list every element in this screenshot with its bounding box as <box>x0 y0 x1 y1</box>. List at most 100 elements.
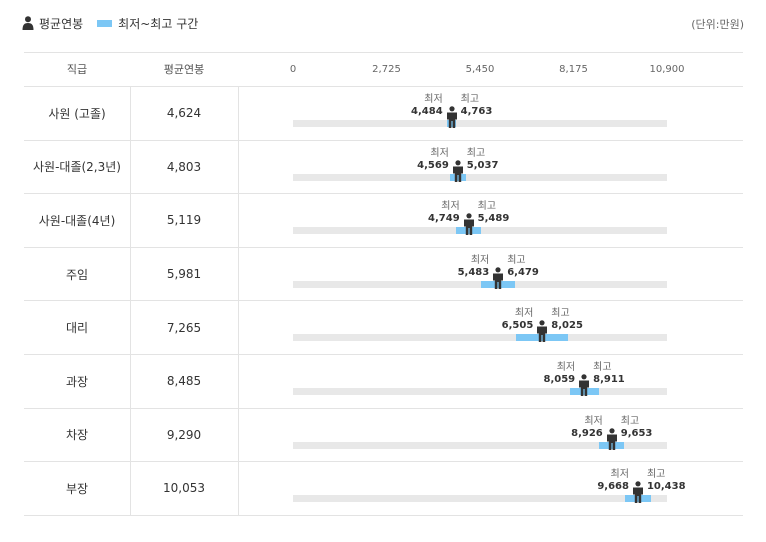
max-label: 최고 4,763 <box>461 94 493 118</box>
min-value: 8,926 <box>571 427 603 439</box>
min-label: 최저 4,569 <box>417 148 449 172</box>
x-tick-label: 10,900 <box>649 64 685 75</box>
max-label: 최고 5,037 <box>467 148 499 172</box>
max-value: 8,911 <box>593 373 625 385</box>
position-label: 사원-대졸(2,3년) <box>24 140 131 194</box>
range-plot: 최저 8,926 최고 9,653 <box>238 409 743 462</box>
range-bar <box>446 120 457 127</box>
range-track <box>293 173 667 181</box>
range-bar <box>455 227 482 235</box>
min-value: 4,484 <box>411 106 443 117</box>
table-row: 사원-대졸(4년) 5,119 최저 4,749 최고 5,489 <box>24 194 743 248</box>
min-label: 최저 6,505 <box>502 308 534 332</box>
position-label: 차장 <box>24 408 131 462</box>
avg-salary: 5,981 <box>130 247 239 301</box>
table-body: 사원 (고졸) 4,624 최저 4,484 최고 4,763 사원-대졸(2,3년) 4,8… <box>24 87 743 516</box>
range-plot: 최저 6,505 최고 8,025 <box>238 301 743 354</box>
person-icon <box>463 213 475 236</box>
min-label: 최저 8,926 <box>571 416 603 440</box>
x-axis-ticks: 0 2,725 5,450 8,175 10,900 <box>238 53 743 86</box>
min-caption: 최저 <box>470 254 490 266</box>
range-bar <box>481 280 516 288</box>
min-caption: 최저 <box>424 94 443 105</box>
min-value: 5,483 <box>457 266 490 278</box>
max-caption: 최고 <box>646 469 666 481</box>
person-icon <box>578 374 590 396</box>
table-row: 대리 7,265 최저 6,505 최고 8,025 <box>24 301 743 355</box>
table-row: 부장 10,053 최저 9,668 최고 10,438 <box>24 462 743 516</box>
max-value: 5,037 <box>466 159 499 171</box>
header-avg: 평균연봉 <box>163 63 205 76</box>
person-icon <box>492 266 504 289</box>
range-track <box>293 334 667 342</box>
header-position: 직급 <box>66 63 88 76</box>
avg-salary: 10,053 <box>130 462 239 515</box>
max-label: 최고 5,489 <box>478 201 510 225</box>
min-label: 최저 9,668 <box>597 469 629 493</box>
max-value: 9,653 <box>620 427 653 439</box>
range-bar <box>624 495 652 503</box>
salary-table: 직급 평균연봉 0 2,725 5,450 8,175 10,900 사원 (고졸) 4,… <box>24 52 743 516</box>
table-row: 사원-대졸(2,3년) 4,803 최저 4,569 최고 5,037 <box>24 140 743 195</box>
position-label: 부장 <box>24 462 131 515</box>
min-caption: 최저 <box>584 415 603 427</box>
unit-label: (단위:만원) <box>691 18 744 31</box>
person-icon <box>22 16 34 30</box>
min-value: 8,059 <box>543 373 576 385</box>
max-caption: 최고 <box>466 147 486 159</box>
max-caption: 최고 <box>460 94 480 105</box>
min-value: 9,668 <box>597 481 629 493</box>
range-track <box>293 441 667 449</box>
person-icon <box>452 159 464 182</box>
range-plot: 최저 5,483 최고 6,479 <box>238 248 743 301</box>
min-caption: 최저 <box>610 469 629 481</box>
range-bar <box>516 334 569 342</box>
range-plot: 최저 4,749 최고 5,489 <box>238 194 743 247</box>
min-label: 최저 8,059 <box>544 362 576 386</box>
avg-salary: 7,265 <box>130 301 239 354</box>
legend: 평균연봉 최저~최고 구간 <box>22 13 212 33</box>
min-caption: 최저 <box>430 147 449 159</box>
max-value: 6,479 <box>507 266 539 278</box>
max-caption: 최고 <box>593 361 612 373</box>
avg-salary: 8,485 <box>130 354 239 408</box>
table-row: 주임 5,981 최저 5,483 최고 6,479 <box>24 247 743 302</box>
range-bar <box>569 387 599 395</box>
min-caption: 최저 <box>441 201 460 213</box>
min-caption: 최저 <box>556 361 576 373</box>
person-icon <box>536 320 548 343</box>
x-tick-label: 2,725 <box>372 64 401 75</box>
range-bar <box>599 441 625 449</box>
max-label: 최고 8,911 <box>593 362 625 386</box>
person-icon <box>606 427 618 450</box>
range-plot: 최저 9,668 최고 10,438 <box>238 462 743 515</box>
avg-salary: 5,119 <box>130 194 239 247</box>
legend-item-range: 최저~최고 구간 <box>97 15 198 32</box>
position-label: 사원-대졸(4년) <box>24 194 131 247</box>
table-row: 사원 (고졸) 4,624 최저 4,484 최고 4,763 <box>24 87 743 141</box>
range-plot: 최저 4,484 최고 4,763 <box>238 87 743 140</box>
max-label: 최고 6,479 <box>507 255 539 279</box>
min-label: 최저 4,484 <box>411 94 443 118</box>
max-label: 최고 8,025 <box>551 308 583 332</box>
position-label: 주임 <box>24 247 131 301</box>
table-header: 직급 평균연봉 0 2,725 5,450 8,175 10,900 <box>24 53 743 87</box>
legend-avg-label: 평균연봉 <box>39 16 84 31</box>
person-icon <box>446 106 458 128</box>
x-tick-label: 8,175 <box>559 64 588 75</box>
max-caption: 최고 <box>620 415 640 427</box>
max-label: 최고 10,438 <box>647 469 686 493</box>
max-caption: 최고 <box>477 201 497 213</box>
min-label: 최저 5,483 <box>458 255 490 279</box>
range-track <box>293 280 667 288</box>
min-value: 4,749 <box>428 213 460 225</box>
min-label: 최저 4,749 <box>428 201 460 225</box>
legend-range-label: 최저~최고 구간 <box>118 16 199 31</box>
range-plot: 최저 8,059 최고 8,911 <box>238 355 743 408</box>
max-caption: 최고 <box>507 254 526 266</box>
position-label: 과장 <box>24 354 131 408</box>
position-label: 사원 (고졸) <box>24 87 131 140</box>
range-bar <box>449 173 466 181</box>
max-caption: 최고 <box>551 308 570 320</box>
min-value: 6,505 <box>501 320 534 332</box>
